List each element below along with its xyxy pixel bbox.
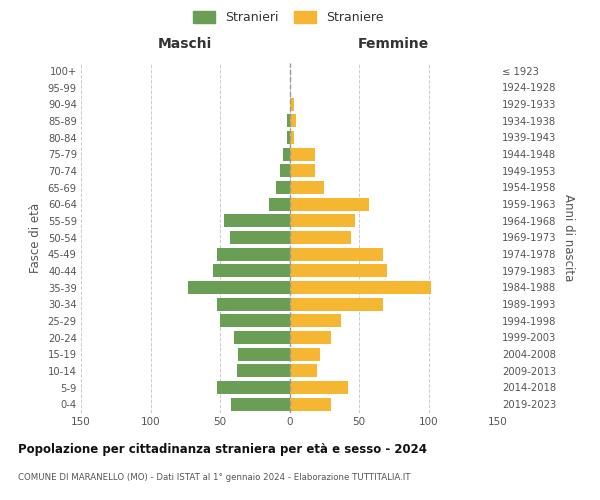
Bar: [213, 264, 290, 278]
Bar: [287, 114, 290, 128]
Bar: [290, 164, 314, 177]
Bar: [290, 398, 331, 410]
Bar: [290, 298, 383, 310]
Bar: [269, 198, 290, 210]
Bar: [220, 314, 290, 328]
Bar: [280, 164, 290, 177]
Y-axis label: Fasce di età: Fasce di età: [29, 202, 42, 272]
Bar: [290, 281, 431, 294]
Bar: [290, 98, 293, 110]
Bar: [290, 231, 350, 244]
Bar: [290, 364, 317, 378]
Bar: [290, 198, 369, 210]
Bar: [231, 398, 290, 410]
Bar: [217, 381, 290, 394]
Bar: [290, 214, 355, 228]
Bar: [290, 331, 331, 344]
Legend: Stranieri, Straniere: Stranieri, Straniere: [193, 11, 383, 24]
Bar: [290, 131, 293, 144]
Bar: [217, 248, 290, 260]
Bar: [275, 181, 290, 194]
Text: COMUNE DI MARANELLO (MO) - Dati ISTAT al 1° gennaio 2024 - Elaborazione TUTTITAL: COMUNE DI MARANELLO (MO) - Dati ISTAT al…: [18, 472, 410, 482]
Bar: [287, 131, 290, 144]
Y-axis label: Anni di nascita: Anni di nascita: [562, 194, 575, 281]
Bar: [217, 298, 290, 310]
Bar: [290, 248, 383, 260]
Bar: [290, 181, 324, 194]
Text: Popolazione per cittadinanza straniera per età e sesso - 2024: Popolazione per cittadinanza straniera p…: [18, 442, 427, 456]
Bar: [224, 214, 290, 228]
Bar: [188, 281, 290, 294]
Bar: [290, 114, 296, 128]
Bar: [290, 314, 341, 328]
Bar: [290, 148, 314, 160]
Text: Femmine: Femmine: [358, 37, 430, 51]
Bar: [234, 331, 290, 344]
Bar: [236, 364, 290, 378]
Bar: [290, 348, 320, 360]
Bar: [290, 381, 348, 394]
Bar: [238, 348, 290, 360]
Bar: [290, 264, 387, 278]
Bar: [230, 231, 290, 244]
Bar: [283, 148, 290, 160]
Text: Maschi: Maschi: [158, 37, 212, 51]
